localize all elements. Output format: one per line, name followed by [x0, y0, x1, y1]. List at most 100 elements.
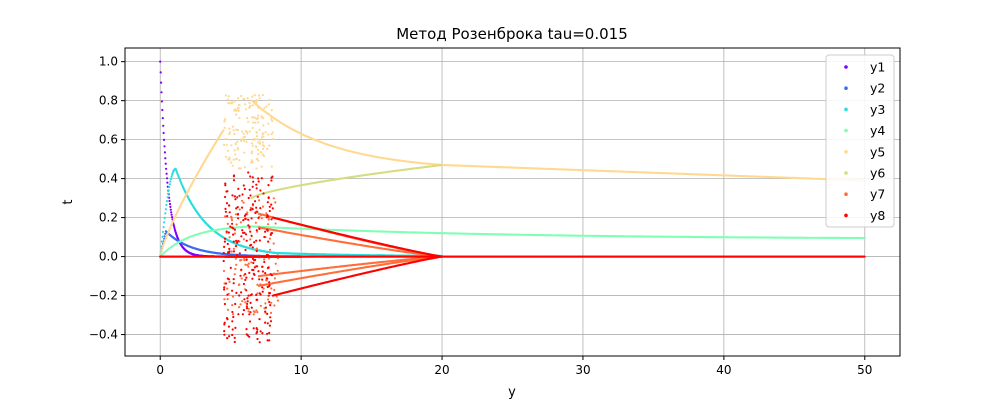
y-axis-title: t — [61, 199, 76, 204]
data-point — [228, 204, 231, 207]
data-point — [240, 268, 243, 271]
data-point — [233, 336, 236, 339]
data-point — [232, 313, 235, 316]
data-point — [168, 186, 171, 189]
data-point — [256, 210, 259, 213]
data-point — [226, 222, 229, 225]
data-point — [228, 211, 231, 214]
data-point — [226, 337, 229, 340]
data-point — [167, 192, 170, 195]
data-point — [227, 102, 230, 105]
data-point — [223, 126, 226, 129]
data-point — [250, 161, 253, 164]
data-point — [255, 239, 258, 242]
data-point — [258, 128, 261, 131]
data-point — [252, 327, 255, 330]
data-point — [232, 129, 235, 132]
data-point — [251, 95, 254, 98]
data-point — [268, 324, 271, 327]
data-point — [255, 332, 258, 335]
data-point — [231, 125, 235, 128]
data-point — [236, 148, 239, 151]
data-point — [268, 144, 271, 147]
data-point — [266, 214, 269, 217]
data-point — [266, 229, 269, 232]
data-point — [232, 278, 235, 281]
data-point — [230, 219, 234, 222]
x-tick-label: 0 — [156, 363, 164, 377]
data-point — [270, 179, 273, 182]
data-point — [255, 146, 258, 149]
y-tick-label: 0.8 — [99, 94, 118, 108]
data-point — [232, 247, 235, 250]
data-point — [241, 206, 244, 209]
data-point — [274, 222, 277, 225]
data-point — [249, 238, 252, 241]
data-point — [223, 298, 226, 301]
data-point — [245, 333, 248, 336]
data-point — [164, 212, 167, 215]
data-point — [255, 229, 258, 232]
data-point — [267, 196, 270, 199]
data-point — [267, 240, 270, 243]
legend-label-y2: y2 — [870, 81, 885, 96]
data-point — [863, 237, 866, 240]
data-point — [233, 132, 236, 136]
data-point — [254, 221, 257, 224]
data-point — [228, 280, 231, 283]
data-point — [231, 304, 234, 307]
data-point — [254, 211, 257, 215]
data-point — [223, 288, 226, 291]
data-point — [261, 205, 265, 208]
data-point — [165, 177, 169, 180]
data-point — [234, 245, 238, 248]
data-point — [228, 156, 231, 159]
y-tick-label: 0.6 — [99, 133, 118, 147]
data-point — [260, 136, 263, 139]
data-point — [270, 109, 273, 112]
data-point — [241, 138, 244, 141]
data-point — [230, 250, 233, 253]
data-point — [223, 330, 226, 333]
data-point — [264, 306, 267, 309]
data-point — [167, 189, 170, 192]
data-point — [249, 301, 252, 304]
data-point — [246, 297, 249, 300]
data-point — [163, 235, 166, 238]
data-point — [161, 117, 164, 120]
data-point — [264, 310, 267, 313]
data-point — [241, 130, 244, 133]
data-point — [264, 272, 267, 275]
legend-marker-y7 — [844, 192, 848, 196]
data-point — [237, 217, 240, 220]
data-point — [226, 190, 229, 193]
data-point — [251, 268, 254, 271]
data-point — [163, 221, 166, 224]
data-point — [230, 161, 233, 164]
data-point — [235, 291, 238, 294]
data-point — [276, 269, 279, 272]
data-point — [165, 172, 168, 175]
data-point — [242, 309, 245, 312]
data-point — [231, 101, 234, 104]
data-point — [255, 293, 258, 296]
data-point — [255, 99, 258, 102]
data-point — [249, 194, 252, 197]
data-point — [255, 135, 259, 138]
data-point — [237, 97, 240, 100]
data-point — [247, 310, 250, 313]
data-point — [257, 141, 260, 144]
data-layer — [159, 60, 866, 344]
data-point — [237, 240, 240, 243]
data-point — [261, 270, 264, 273]
data-point — [247, 265, 250, 268]
data-point — [243, 187, 246, 191]
data-point — [262, 144, 265, 147]
data-point — [260, 151, 263, 154]
data-point — [259, 304, 262, 307]
data-point — [245, 258, 248, 261]
data-point — [246, 211, 249, 214]
data-point — [245, 140, 248, 143]
data-point — [168, 199, 171, 203]
